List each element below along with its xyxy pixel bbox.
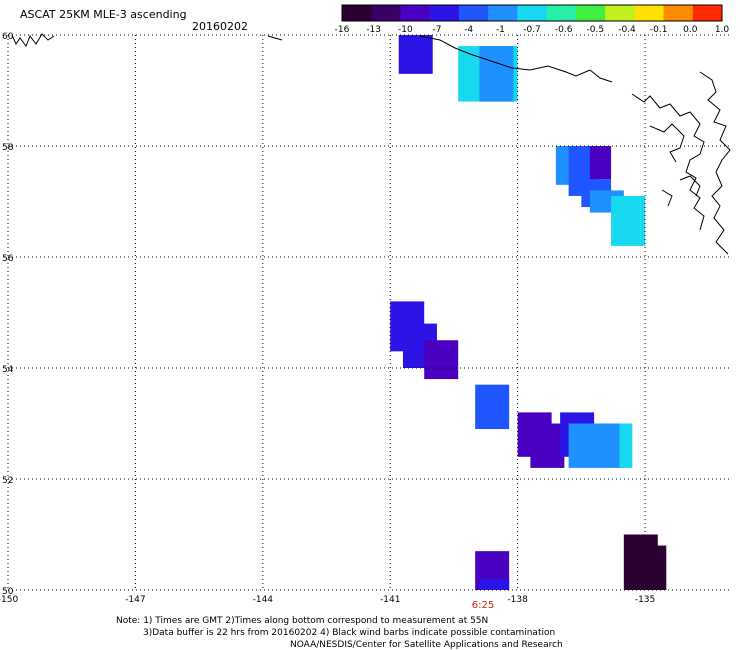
lon-tick-label: -150 bbox=[0, 595, 18, 605]
colorbar-tick-label: 0.0 bbox=[683, 25, 698, 35]
map-title: ASCAT 25KM MLE-3 ascending bbox=[20, 8, 187, 21]
lat-tick-label: 60 bbox=[2, 32, 14, 42]
colorbar-tick-label: -10 bbox=[398, 25, 413, 35]
colorbar-segment bbox=[575, 5, 606, 21]
wind-cell bbox=[589, 146, 612, 180]
wind-cell bbox=[479, 578, 510, 590]
colorbar-segment bbox=[634, 5, 665, 21]
lat-lon-grid bbox=[7, 34, 730, 591]
lon-tick-label: -144 bbox=[253, 595, 274, 605]
note-line-2: 3)Data buffer is 22 hrs from 20160202 4)… bbox=[143, 628, 556, 638]
colorbar-segment bbox=[458, 5, 489, 21]
map-date: 20160202 bbox=[192, 20, 248, 33]
wind-cell bbox=[623, 534, 658, 590]
colorbar-segment bbox=[400, 5, 431, 21]
colorbar-tick-label: -1 bbox=[496, 25, 505, 35]
colorbar-tick-label: 1.0 bbox=[715, 25, 730, 35]
colorbar-tick-label: -7 bbox=[433, 25, 442, 35]
lat-tick-label: 52 bbox=[2, 476, 13, 486]
wind-cell bbox=[619, 423, 633, 468]
wind-cell bbox=[475, 384, 510, 430]
coastline-alaska bbox=[11, 33, 613, 83]
lon-tick-label: -141 bbox=[380, 595, 400, 605]
colorbar-segment bbox=[342, 5, 372, 21]
lat-tick-label: 56 bbox=[2, 254, 14, 264]
colorbar-tick-label: -16 bbox=[335, 25, 350, 35]
lon-tick-label: -147 bbox=[125, 595, 145, 605]
coastline bbox=[11, 33, 731, 255]
colorbar-tick-label: -0.7 bbox=[523, 25, 541, 35]
note-line-3: NOAA/NESDIS/Center for Satellite Applica… bbox=[290, 640, 563, 650]
wind-cell bbox=[568, 423, 624, 468]
colorbar-segment bbox=[517, 5, 548, 21]
colorbar-segment bbox=[546, 5, 577, 21]
colorbar: -16 -13 -10 -7 -4 -1 -0.7 -0.6 -0.5 -0.4 -0.1 0.0 1.… bbox=[335, 4, 730, 35]
colorbar-segment bbox=[429, 5, 460, 21]
note-line-1: Note: 1) Times are GMT 2)Times along bot… bbox=[116, 616, 489, 626]
wind-cell bbox=[479, 46, 514, 102]
wind-cell bbox=[611, 195, 646, 246]
colorbar-tick-label: -4 bbox=[464, 25, 473, 35]
colorbar-tick-label: -0.6 bbox=[555, 25, 573, 35]
wind-cell bbox=[398, 35, 433, 74]
lon-tick-label: -138 bbox=[507, 595, 528, 605]
lat-tick-label: 50 bbox=[2, 587, 14, 597]
colorbar-segment bbox=[663, 5, 694, 21]
colorbar-tick-label: -0.4 bbox=[618, 25, 636, 35]
lon-tick-label: -135 bbox=[635, 595, 655, 605]
wind-cell bbox=[653, 545, 667, 590]
wind-cell bbox=[530, 423, 565, 468]
data-cells bbox=[390, 35, 667, 590]
wind-cell bbox=[424, 340, 459, 380]
colorbar-frame bbox=[341, 4, 723, 22]
coastline-panhandle bbox=[631, 71, 731, 255]
colorbar-tick-label: -0.1 bbox=[650, 25, 668, 35]
colorbar-tick-label: -0.5 bbox=[587, 25, 605, 35]
colorbar-segment bbox=[605, 5, 635, 21]
colorbar-tick-label: -13 bbox=[366, 25, 381, 35]
colorbar-segment bbox=[692, 5, 723, 21]
lat-tick-label: 58 bbox=[2, 143, 14, 153]
colorbar-segment bbox=[488, 5, 518, 21]
lat-tick-label: 54 bbox=[2, 365, 14, 375]
colorbar-segment bbox=[371, 5, 401, 21]
axis-tick-labels: -150 -147 -144 -141 -138 -135 50 52 54 56 58 60 bbox=[0, 32, 655, 605]
time-label: 6:25 bbox=[472, 600, 494, 611]
